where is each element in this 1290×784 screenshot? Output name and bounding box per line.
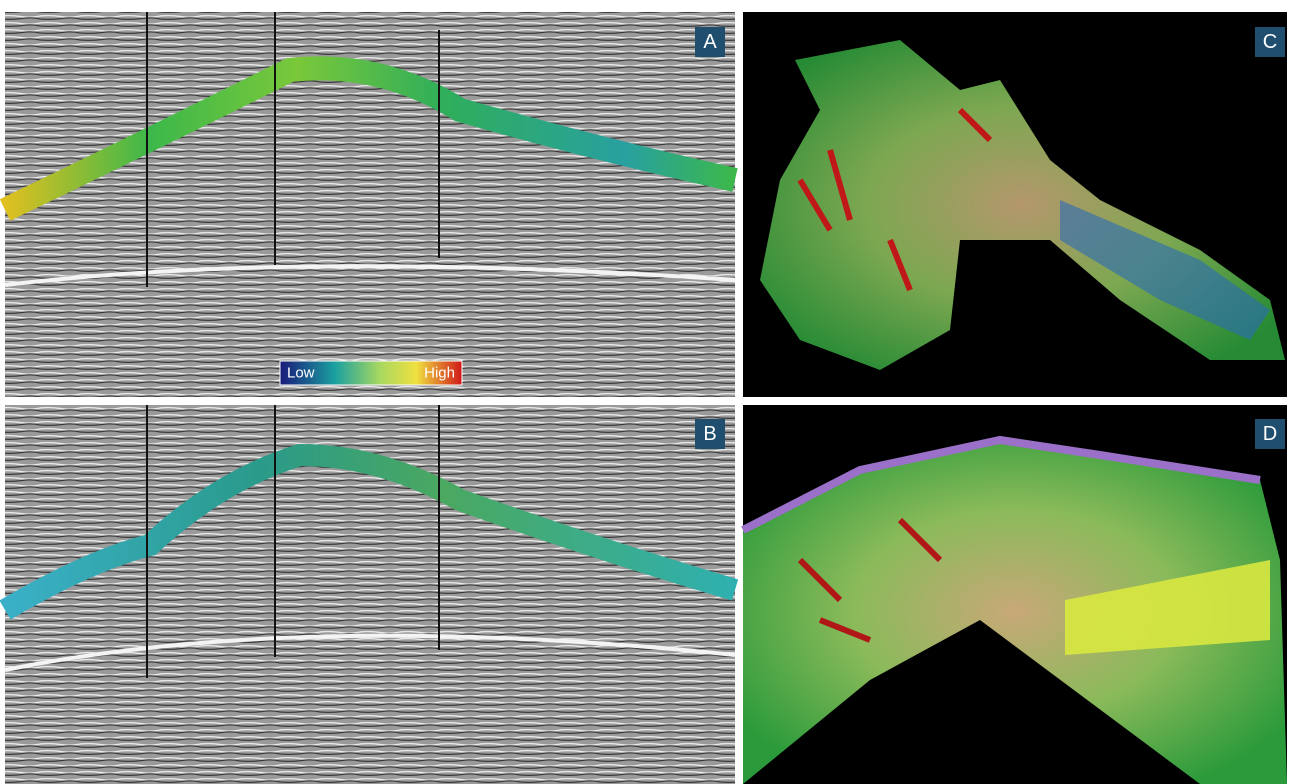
panel-tag: D xyxy=(1255,419,1285,449)
panel-label: A xyxy=(703,31,717,53)
horizon-surface xyxy=(743,440,1287,784)
tag-box xyxy=(1255,27,1285,57)
colorbar-gradient xyxy=(279,360,463,386)
panel-label: B xyxy=(703,423,716,445)
panel-label: C xyxy=(1263,31,1277,53)
panel-a: Low High A xyxy=(0,12,738,397)
high-zone xyxy=(797,517,943,643)
colorbar-high: High xyxy=(424,365,455,382)
panel-label: D xyxy=(1263,423,1277,445)
reflector xyxy=(4,633,736,672)
panel-tag: C xyxy=(1255,27,1285,57)
attribute-band xyxy=(0,56,738,221)
seismic-panel xyxy=(1065,560,1270,655)
tag-box xyxy=(695,419,725,449)
panel-tag: B xyxy=(695,419,725,449)
reflector xyxy=(4,264,736,287)
panel-c: C xyxy=(743,12,1287,397)
panel-d: D xyxy=(741,405,1287,784)
panel-b: B xyxy=(0,405,739,784)
attribute-band xyxy=(0,443,739,620)
panel-tag: A xyxy=(695,27,725,57)
colorbar-low: Low xyxy=(287,365,315,382)
layer-stack xyxy=(741,435,1261,534)
tag-box xyxy=(1255,419,1285,449)
colorbar: Low High xyxy=(279,360,463,386)
high-zone xyxy=(797,107,993,292)
low-zone xyxy=(1060,200,1270,340)
tag-box xyxy=(695,27,725,57)
